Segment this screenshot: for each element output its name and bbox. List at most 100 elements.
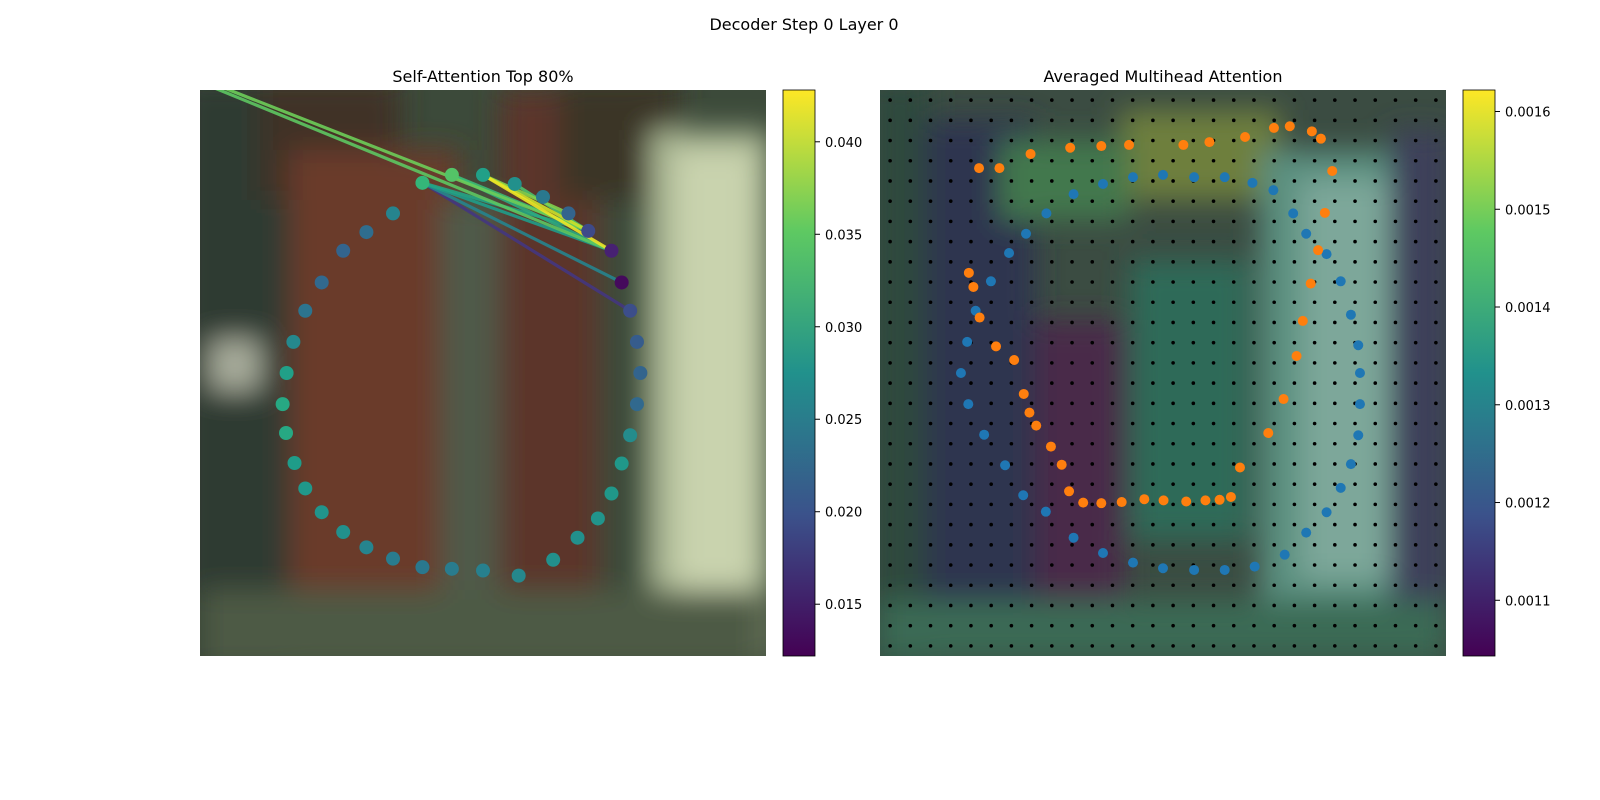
grid-dot bbox=[1130, 522, 1135, 527]
grid-dot bbox=[1292, 623, 1297, 628]
grid-dot bbox=[969, 158, 973, 163]
grid-dot bbox=[1231, 522, 1236, 527]
grid-dot bbox=[1151, 644, 1155, 648]
grid-dot bbox=[1070, 340, 1074, 345]
grid-dot bbox=[1090, 179, 1095, 183]
grid-dot bbox=[1272, 361, 1276, 365]
grid-dot bbox=[1171, 361, 1175, 365]
grid-dot bbox=[1413, 320, 1418, 325]
grid-dot bbox=[1029, 219, 1034, 224]
grid-dot bbox=[1272, 421, 1276, 426]
ring-point-29 bbox=[279, 366, 294, 380]
grid-dot bbox=[948, 421, 953, 426]
grid-dot bbox=[948, 219, 953, 224]
grid-dot bbox=[1191, 138, 1196, 143]
grid-dot bbox=[1151, 421, 1155, 426]
series-0-point-32 bbox=[962, 336, 973, 347]
grid-dot bbox=[1009, 280, 1014, 284]
grid-dot bbox=[1130, 340, 1135, 345]
grid-dot bbox=[1090, 381, 1095, 385]
ring-point-30 bbox=[286, 334, 301, 349]
grid-dot bbox=[1211, 260, 1216, 264]
grid-dot bbox=[1191, 401, 1196, 406]
grid-dot bbox=[1333, 563, 1337, 567]
grid-dot bbox=[969, 260, 973, 264]
grid-dot bbox=[1231, 361, 1236, 365]
grid-dot bbox=[1070, 482, 1074, 486]
grid-dot bbox=[1171, 522, 1175, 527]
attention-lines bbox=[215, 90, 632, 313]
series-0-point-34 bbox=[985, 276, 996, 287]
ring-point-14 bbox=[590, 511, 605, 526]
ring-point-31 bbox=[298, 303, 313, 318]
grid-dot bbox=[888, 644, 892, 648]
grid-dot bbox=[928, 98, 933, 102]
grid-dot bbox=[908, 522, 913, 527]
grid-dot bbox=[888, 340, 892, 345]
grid-dot bbox=[1373, 563, 1378, 567]
series-0-point-1 bbox=[1189, 172, 1200, 183]
series-1-point-14 bbox=[1263, 427, 1274, 438]
grid-dot bbox=[1393, 381, 1398, 385]
grid-dot bbox=[1434, 441, 1438, 446]
grid-dot bbox=[989, 462, 993, 466]
grid-dot bbox=[1312, 98, 1317, 102]
grid-dot bbox=[1353, 421, 1357, 426]
grid-dot bbox=[1292, 158, 1297, 163]
grid-dot bbox=[1050, 138, 1054, 143]
grid-dot bbox=[1029, 502, 1034, 507]
grid-dot bbox=[1050, 482, 1054, 486]
grid-dot bbox=[1312, 401, 1317, 406]
grid-dot bbox=[1312, 522, 1317, 527]
grid-dot bbox=[1272, 179, 1276, 183]
grid-dot bbox=[928, 260, 933, 264]
grid-dot bbox=[1110, 421, 1115, 426]
grid-dot bbox=[888, 199, 892, 203]
grid-dot bbox=[989, 361, 993, 365]
grid-dot bbox=[1434, 118, 1438, 123]
grid-dot bbox=[1231, 583, 1236, 588]
grid-dot bbox=[1110, 199, 1115, 203]
grid-dot bbox=[1353, 644, 1357, 648]
ring-point-13 bbox=[604, 486, 619, 501]
series-1-point-8 bbox=[1319, 207, 1330, 218]
grid-dot bbox=[1110, 583, 1115, 588]
grid-dot bbox=[1151, 300, 1155, 305]
grid-dot bbox=[1312, 583, 1317, 588]
grid-dot bbox=[1272, 543, 1276, 547]
grid-dot bbox=[969, 118, 973, 123]
grid-dot bbox=[1151, 381, 1155, 385]
grid-dot bbox=[1272, 239, 1276, 244]
grid-dot bbox=[1373, 260, 1378, 264]
grid-dot bbox=[1292, 239, 1297, 244]
grid-dot bbox=[1393, 361, 1398, 365]
grid-dot bbox=[1272, 199, 1276, 203]
grid-dot bbox=[1050, 280, 1054, 284]
grid-dot bbox=[1171, 340, 1175, 345]
ring-point-9 bbox=[633, 366, 648, 380]
grid-dot bbox=[1090, 219, 1095, 224]
grid-dot bbox=[1070, 563, 1074, 567]
grid-dot bbox=[1393, 179, 1398, 183]
grid-dot bbox=[1393, 118, 1398, 123]
grid-dot bbox=[1292, 441, 1297, 446]
grid-dot bbox=[1130, 300, 1135, 305]
grid-dot bbox=[1009, 300, 1014, 305]
grid-dot bbox=[1009, 543, 1014, 547]
grid-dot bbox=[948, 401, 953, 406]
grid-dot bbox=[1110, 623, 1115, 628]
grid-dot bbox=[1029, 158, 1034, 163]
ring-point-15 bbox=[570, 530, 585, 545]
grid-dot bbox=[1373, 603, 1378, 608]
grid-dot bbox=[1029, 644, 1034, 648]
grid-dot bbox=[1029, 138, 1034, 143]
grid-dot bbox=[1312, 138, 1317, 143]
grid-dot bbox=[989, 179, 993, 183]
grid-dot bbox=[1272, 462, 1276, 466]
grid-dot bbox=[1434, 260, 1438, 264]
grid-dot bbox=[1333, 199, 1337, 203]
grid-dot bbox=[1312, 260, 1317, 264]
series-0-point-23 bbox=[1128, 557, 1139, 568]
grid-dot bbox=[1110, 98, 1115, 102]
grid-dot bbox=[908, 361, 913, 365]
